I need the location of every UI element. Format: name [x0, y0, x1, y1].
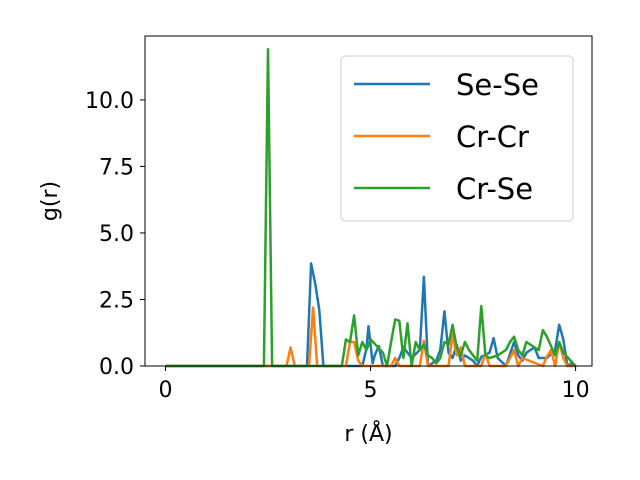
- legend-label-cr-se: Cr-Se: [456, 172, 533, 206]
- y-tick-label: 7.5: [99, 155, 134, 180]
- series-line-se-se: [165, 262, 577, 368]
- x-axis-label: r (Å): [344, 420, 392, 447]
- legend-box: [340, 55, 574, 222]
- y-tick-label: 5.0: [99, 222, 134, 247]
- legend-label-cr-cr: Cr-Cr: [456, 120, 529, 154]
- x-tick-label: 10: [562, 378, 590, 403]
- x-tick-label: 5: [364, 378, 378, 403]
- axis-ticks: 0 5 10 0.0 2.5 5.0 7.5 10.0: [85, 89, 590, 403]
- y-axis-label: g(r): [38, 181, 63, 221]
- legend-label-se-se: Se-Se: [456, 68, 539, 102]
- series-line-cr-se: [165, 48, 577, 368]
- x-tick-label: 0: [159, 378, 173, 403]
- y-tick-label: 2.5: [99, 288, 134, 313]
- y-tick-label: 0.0: [99, 355, 134, 380]
- plot-frame: [144, 35, 593, 367]
- legend: Se-Se Cr-Cr Cr-Se: [340, 55, 574, 222]
- y-tick-label: 10.0: [85, 89, 134, 114]
